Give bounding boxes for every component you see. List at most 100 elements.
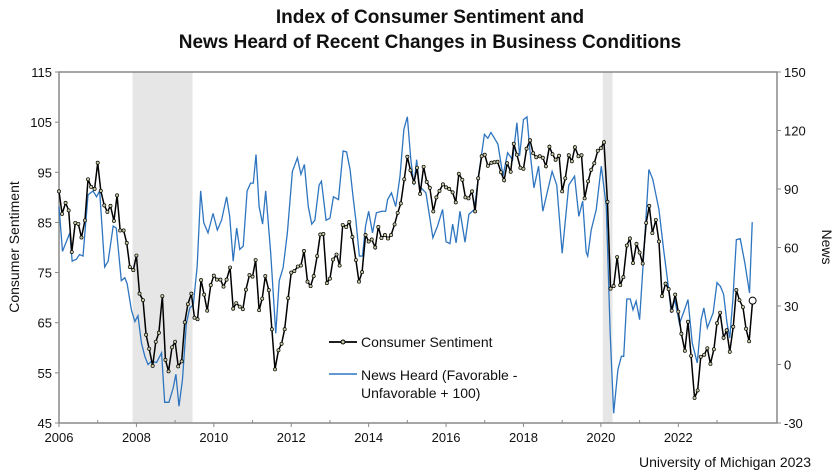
- sentiment-point: [69, 250, 74, 254]
- legend-news-label-line2: Unfavorable + 100): [361, 385, 480, 401]
- sentiment-point: [286, 296, 291, 301]
- x-tick-label: 2022: [664, 430, 693, 445]
- legend: Consumer Sentiment News Heard (Favorable…: [329, 334, 518, 401]
- sentiment-point: [566, 153, 571, 158]
- sentiment-point: [195, 317, 200, 322]
- sentiment-point: [705, 346, 710, 351]
- sentiment-point: [218, 277, 223, 282]
- sentiment-point: [327, 276, 332, 281]
- sentiment-point: [95, 160, 100, 165]
- x-tick-label: 2016: [432, 430, 461, 445]
- sentiment-point: [379, 236, 384, 240]
- sentiment-point: [279, 341, 284, 346]
- sentiment-point: [76, 221, 81, 226]
- sentiment-point: [692, 395, 697, 400]
- sentiment-point: [450, 190, 455, 195]
- y-right-tick-label: 150: [784, 65, 806, 80]
- sentiment-point: [721, 335, 726, 340]
- y-left-tick-label: 75: [38, 266, 52, 281]
- x-tick-label: 2012: [277, 430, 306, 445]
- sentiment-point: [431, 209, 436, 214]
- sentiment-point: [315, 254, 320, 258]
- sentiment-point: [547, 144, 552, 149]
- sentiment-point: [482, 152, 487, 157]
- sentiment-point: [350, 235, 355, 239]
- sentiment-point: [108, 203, 113, 208]
- sentiment-point: [221, 284, 226, 289]
- y-left-tick-label: 105: [30, 115, 52, 130]
- sentiment-point: [357, 279, 361, 284]
- sentiment-point: [257, 308, 262, 313]
- sentiment-point: [137, 291, 142, 296]
- sentiment-point: [214, 277, 219, 282]
- sentiment-point: [82, 218, 87, 223]
- sentiment-point: [453, 200, 458, 205]
- y-right-tick-label: -30: [784, 416, 803, 431]
- sentiment-point: [173, 339, 178, 344]
- sentiment-point: [702, 352, 707, 357]
- sentiment-point: [521, 166, 526, 171]
- sentiment-point: [292, 269, 297, 274]
- sentiment-point: [182, 320, 187, 325]
- legend-news-label-line1: News Heard (Favorable -: [361, 367, 518, 383]
- sentiment-point: [476, 176, 481, 181]
- sentiment-point: [131, 268, 136, 273]
- sentiment-point: [644, 220, 649, 225]
- sentiment-point: [666, 287, 671, 292]
- sentiment-point: [160, 294, 165, 299]
- sentiment-point: [237, 304, 242, 309]
- sentiment-point: [711, 347, 716, 352]
- axes: 2006 2008 2010 2012 2014 2016 2018 2020 2022 45 55…: [30, 65, 805, 445]
- sentiment-point: [127, 265, 132, 270]
- sentiment-point: [511, 141, 516, 146]
- sentiment-point: [156, 330, 161, 335]
- sentiment-point: [353, 258, 358, 262]
- sentiment-point: [434, 195, 439, 200]
- sentiment-point: [627, 236, 632, 241]
- sentiment-point: [653, 217, 658, 222]
- sentiment-point: [595, 148, 600, 153]
- y-right-tick-label: 90: [784, 182, 798, 197]
- sentiment-point: [73, 220, 78, 225]
- sentiment-point: [499, 170, 503, 175]
- legend-sentiment-label: Consumer Sentiment: [361, 334, 493, 350]
- sentiment-point: [208, 283, 213, 288]
- sentiment-point: [724, 328, 729, 333]
- sentiment-point: [463, 195, 468, 200]
- sentiment-point: [205, 308, 210, 313]
- sentiment-point: [141, 298, 145, 303]
- sentiment-point: [408, 168, 413, 173]
- news-heard-line: [58, 115, 753, 414]
- sentiment-point: [86, 177, 90, 182]
- sentiment-point: [276, 348, 281, 353]
- sentiment-point: [737, 298, 742, 303]
- sentiment-point: [398, 201, 403, 206]
- sentiment-point: [524, 146, 529, 151]
- sentiment-point: [715, 321, 719, 326]
- sentiment-point: [228, 265, 233, 270]
- y-left-tick-label: 85: [38, 215, 52, 230]
- sentiment-point: [386, 236, 390, 241]
- sentiment-point: [318, 232, 323, 237]
- sentiment-point: [473, 209, 478, 214]
- y-left-tick-label: 95: [38, 165, 52, 180]
- sentiment-point: [557, 153, 562, 158]
- sentiment-point: [324, 281, 329, 286]
- sentiment-point: [669, 308, 674, 313]
- series-lines: [57, 115, 757, 414]
- sentiment-point: [244, 287, 248, 292]
- sentiment-point: [102, 203, 107, 208]
- sentiment-point: [456, 171, 461, 176]
- x-tick-label: 2006: [45, 430, 74, 445]
- y-right-tick-label: 120: [784, 124, 806, 139]
- sentiment-point: [179, 359, 184, 364]
- sentiment-point: [673, 292, 678, 297]
- sentiment-point: [340, 222, 345, 227]
- sentiment-point: [199, 278, 204, 283]
- sentiment-point: [334, 252, 339, 257]
- sentiment-point: [373, 245, 378, 250]
- sentiment-point: [253, 258, 258, 262]
- sentiment-point: [615, 255, 620, 259]
- sentiment-point: [698, 354, 703, 359]
- sentiment-point: [295, 264, 300, 269]
